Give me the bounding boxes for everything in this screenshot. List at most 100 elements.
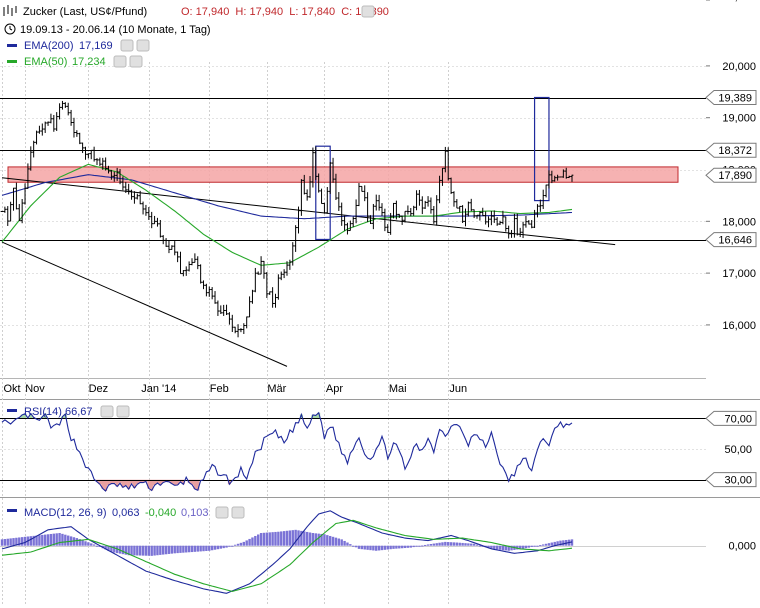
macd-histogram-bar: [377, 545, 381, 551]
macd-histogram-bar: [504, 545, 507, 551]
rsi-level-tag: [705, 472, 757, 488]
range-box: [533, 96, 550, 202]
macd-histogram-bar: [107, 545, 110, 551]
rsi-tick-label: 50,00: [724, 444, 752, 456]
resistance-zone-rect: [7, 166, 679, 183]
macd-histogram-bar: [288, 530, 292, 546]
macd-histogram-bar: [323, 534, 326, 546]
macd-histogram-bar: [242, 541, 246, 546]
macd-histogram-bar: [190, 545, 194, 553]
macd-histogram-bar: [141, 545, 145, 556]
macd-histogram-bar: [254, 535, 257, 546]
close-icon[interactable]: [129, 55, 143, 68]
macd-histogram-bar: [245, 540, 248, 546]
x-tick-label: Feb: [210, 383, 229, 395]
macd-histogram-bar: [464, 543, 467, 546]
macd-signal-value: -0,040: [145, 507, 176, 519]
macd-histogram-bar: [539, 545, 542, 547]
rsi-tick-label: 70,00: [724, 413, 752, 425]
macd-tick-label: 0,000: [728, 541, 756, 553]
macd-histogram-bar: [159, 545, 162, 555]
macd-histogram-bar: [12, 538, 15, 546]
macd-histogram-bar: [3, 539, 7, 546]
settings-icon[interactable]: [120, 39, 134, 52]
macd-histogram-bar: [18, 537, 21, 546]
macd-histogram-bar: [536, 545, 539, 547]
ema50-label: EMA(50): [24, 56, 67, 68]
macd-histogram-bar: [372, 545, 375, 551]
macd-histogram-bar: [46, 534, 50, 546]
x-tick-label: Jun: [449, 383, 467, 395]
macd-histogram-bar: [127, 545, 130, 556]
macd-histogram-bar: [64, 534, 67, 546]
ema50-value: 17,234: [72, 56, 106, 68]
level-tag: [705, 90, 757, 106]
close-icon[interactable]: [136, 39, 150, 52]
close-icon[interactable]: [231, 506, 245, 519]
rsi-label: RSI(14): [24, 406, 62, 418]
macd-histogram-bar: [268, 532, 271, 546]
price-tick-label: 20,000: [722, 61, 756, 73]
macd-histogram-bar: [144, 545, 148, 556]
x-tick-label: Mai: [389, 383, 407, 395]
macd-histogram-bar: [447, 542, 450, 546]
macd-histogram-bar: [400, 545, 404, 549]
macd-histogram-bar: [438, 542, 441, 546]
ema200-label: EMA(200): [24, 40, 74, 52]
macd-histogram-bar: [98, 545, 102, 547]
close-icon[interactable]: [116, 405, 130, 418]
macd-histogram-bar: [156, 545, 159, 556]
macd-signal-line: [1, 519, 573, 592]
macd-histogram-bar: [20, 537, 24, 546]
macd-histogram-bar: [527, 545, 531, 548]
macd-histogram-bar: [182, 545, 185, 553]
macd-histogram-bar: [305, 531, 309, 546]
settings-icon[interactable]: [215, 506, 229, 519]
macd-histogram-bar: [340, 539, 343, 546]
macd-histogram-bar: [78, 539, 81, 546]
macd-histogram-bar: [248, 538, 251, 546]
macd-histogram-bar: [208, 545, 211, 551]
macd-histogram-bar: [423, 544, 427, 546]
macd-histogram-bar: [421, 545, 424, 547]
macd-histogram-value: 0,103: [181, 507, 209, 519]
rsi-tick-label: 30,00: [724, 475, 752, 487]
level-tag-label: 17,890: [718, 170, 752, 182]
macd-histogram-bar: [550, 542, 554, 546]
rsi-value: 66,67: [65, 406, 93, 418]
level-tag: [705, 232, 757, 248]
macd-histogram-bar: [426, 544, 430, 546]
macd-label: MACD(12, 26, 9): [24, 507, 107, 519]
macd-histogram-bar: [352, 545, 355, 547]
settings-icon[interactable]: [100, 405, 114, 418]
macd-histogram-bar: [138, 545, 142, 556]
level-tag-label: 18,372: [718, 145, 752, 157]
macd-histogram-bar: [510, 545, 513, 551]
macd-histogram-bar: [533, 545, 536, 547]
macd-histogram-bar: [199, 545, 202, 552]
macd-histogram-bar: [110, 545, 113, 553]
clock-icon: [4, 23, 16, 35]
macd-histogram-bar: [265, 532, 269, 546]
macd-histogram-bar: [320, 533, 323, 546]
macd-histogram-bar: [291, 530, 294, 546]
macd-histogram-bar: [233, 544, 237, 546]
macd-histogram-bar: [35, 535, 38, 546]
macd-histogram-bar: [121, 545, 125, 555]
settings-icon[interactable]: [113, 55, 127, 68]
macd-histogram-bar: [196, 545, 199, 552]
settings-icon[interactable]: [361, 5, 375, 18]
level-tag-label: 16,646: [718, 235, 752, 247]
macd-histogram-bar: [228, 545, 231, 547]
macd-histogram-bar: [375, 545, 378, 551]
macd-histogram-bar: [455, 542, 459, 546]
macd-histogram-bar: [32, 535, 35, 546]
price-tick-label: 19,000: [722, 113, 756, 125]
macd-histogram-bar: [369, 545, 372, 551]
trendlines: [1, 177, 616, 367]
macd-histogram-bar: [205, 545, 208, 551]
macd-histogram-bar: [458, 542, 461, 546]
macd-histogram-bar: [239, 542, 243, 546]
macd-histogram-bar: [308, 532, 312, 546]
macd-histogram-bar: [55, 533, 58, 546]
